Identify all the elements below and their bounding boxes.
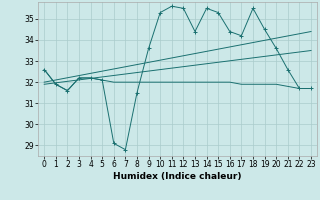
X-axis label: Humidex (Indice chaleur): Humidex (Indice chaleur) [113, 172, 242, 181]
